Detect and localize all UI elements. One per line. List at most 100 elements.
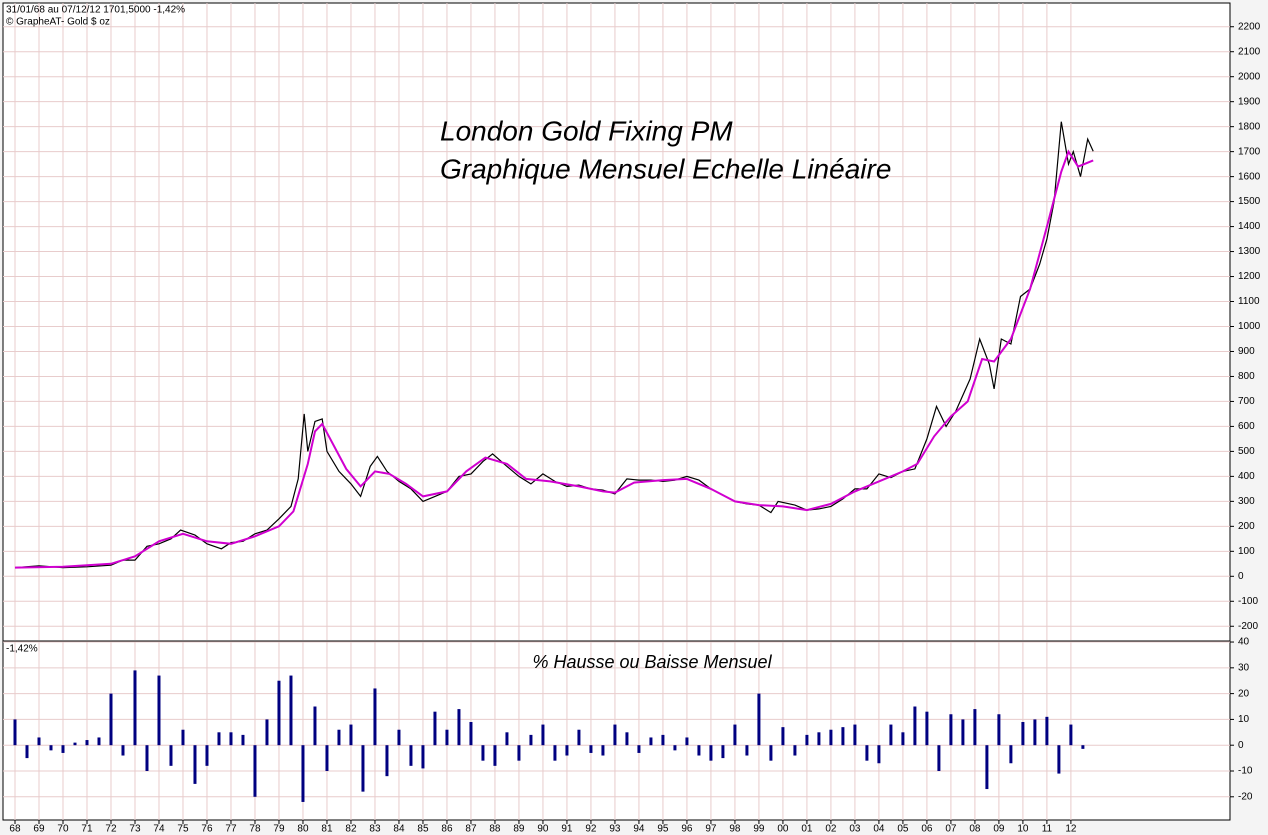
bar — [457, 709, 461, 746]
bar — [169, 745, 173, 766]
bar — [949, 714, 953, 746]
x-tick-label: 74 — [153, 824, 165, 835]
chart-subtitle: Graphique Mensuel Echelle Linéaire — [440, 153, 891, 184]
bar — [685, 737, 689, 746]
x-tick-label: 12 — [1065, 824, 1077, 835]
x-tick-label: 73 — [129, 824, 141, 835]
y-tick-label: 20 — [1238, 688, 1250, 699]
bar — [385, 745, 389, 777]
y-tick-label: 1500 — [1238, 196, 1261, 207]
bar — [205, 745, 209, 766]
y-tick-label: 30 — [1238, 662, 1250, 673]
bar — [541, 724, 545, 746]
x-tick-label: 96 — [681, 824, 693, 835]
bar — [1057, 745, 1061, 774]
x-tick-label: 75 — [177, 824, 189, 835]
bar — [781, 727, 785, 746]
bar — [829, 729, 833, 746]
y-tick-label: 10 — [1238, 714, 1250, 725]
bar — [853, 724, 857, 746]
price-line — [14, 149, 1094, 569]
bar — [577, 729, 581, 746]
bar — [109, 693, 113, 746]
bar — [877, 745, 881, 764]
y-tick-label: 1300 — [1238, 246, 1261, 257]
x-tick-label: 03 — [849, 824, 861, 835]
bar — [97, 737, 101, 746]
x-tick-label: 83 — [369, 824, 381, 835]
bar — [481, 745, 485, 761]
x-tick-label: 00 — [777, 824, 789, 835]
bar — [865, 745, 869, 761]
header: 31/01/68 au 07/12/12 1701,5000 -1,42% — [6, 5, 185, 16]
x-tick-label: 86 — [441, 824, 453, 835]
bar — [613, 724, 617, 746]
bar — [709, 745, 713, 761]
bar — [253, 745, 257, 797]
bar — [661, 734, 665, 746]
bar — [373, 688, 377, 746]
x-tick-label: 87 — [465, 824, 477, 835]
bar — [193, 745, 197, 784]
bar — [625, 732, 629, 746]
bar — [349, 724, 353, 746]
x-tick-label: 06 — [921, 824, 933, 835]
bar — [37, 737, 41, 746]
x-tick-label: 84 — [393, 824, 405, 835]
x-tick-label: 81 — [321, 824, 333, 835]
x-tick-label: 04 — [873, 824, 885, 835]
y-tick-label: 2100 — [1238, 46, 1261, 57]
plot-frame — [2, 2, 1231, 821]
y-tick-label: 0 — [1238, 571, 1244, 582]
marks — [13, 121, 1094, 802]
x-tick-label: 02 — [825, 824, 837, 835]
x-tick-label: 89 — [513, 824, 525, 835]
bar — [277, 680, 281, 746]
bar — [1081, 745, 1085, 749]
y-tick-label: 400 — [1238, 471, 1255, 482]
x-tick-label: 79 — [273, 824, 285, 835]
bar — [805, 734, 809, 746]
x-tick-label: 92 — [585, 824, 597, 835]
y-tick-label: 100 — [1238, 546, 1255, 557]
bar — [1033, 719, 1037, 746]
bar — [529, 734, 533, 746]
bar — [649, 737, 653, 746]
x-tick-label: 95 — [657, 824, 669, 835]
bar — [61, 745, 65, 753]
x-tick-label: 10 — [1017, 824, 1029, 835]
bar — [49, 745, 53, 751]
y-tick-label: 800 — [1238, 371, 1255, 382]
subheader: © GrapheAT- Gold $ oz — [6, 17, 110, 28]
x-tick-label: 91 — [561, 824, 573, 835]
x-tick-label: 09 — [993, 824, 1005, 835]
y-tick-label: 500 — [1238, 446, 1255, 457]
bar — [841, 727, 845, 746]
bar — [229, 732, 233, 746]
bar — [325, 745, 329, 771]
bar — [337, 729, 341, 746]
bar — [961, 719, 965, 746]
bar — [157, 675, 161, 746]
bar — [913, 706, 917, 746]
y-tick-label: 2200 — [1238, 21, 1261, 32]
bar — [1021, 721, 1025, 746]
x-tick-label: 78 — [249, 824, 261, 835]
x-tick-label: 85 — [417, 824, 429, 835]
x-tick-label: 07 — [945, 824, 957, 835]
bar — [73, 742, 77, 746]
bar — [901, 732, 905, 746]
bar — [445, 729, 449, 746]
bar — [361, 745, 365, 792]
x-tick-label: 11 — [1042, 824, 1053, 835]
bar — [133, 670, 137, 746]
grid — [3, 3, 1230, 820]
bar — [409, 745, 413, 766]
y-tick-label: 1200 — [1238, 271, 1261, 282]
bar — [265, 719, 269, 746]
bar — [1009, 745, 1013, 764]
y-tick-label: 1900 — [1238, 96, 1261, 107]
x-tick-label: 80 — [297, 824, 309, 835]
bar — [181, 729, 185, 746]
